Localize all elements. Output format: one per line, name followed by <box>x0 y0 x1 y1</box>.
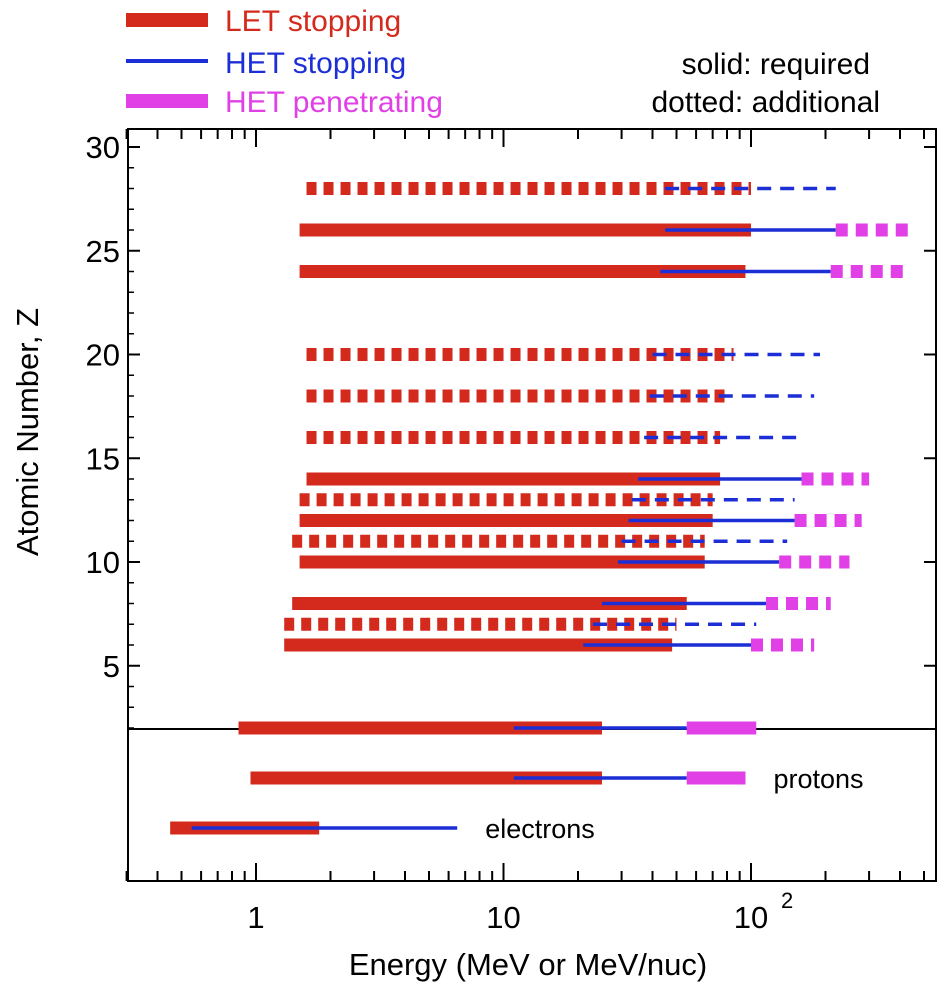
x-tick-label: 10 <box>486 900 520 935</box>
particle-label-electrons: electrons <box>485 814 595 844</box>
note-solid: solid: required <box>682 48 870 81</box>
note-dotted: dotted: additional <box>651 86 880 119</box>
legend-swatch-hetp <box>126 94 208 108</box>
y-tick-label: 25 <box>86 234 120 269</box>
y-tick-label: 30 <box>86 130 120 165</box>
y-tick-label: 10 <box>86 545 120 580</box>
y-axis-title: Atomic Number, Z <box>10 308 45 556</box>
range-bars <box>170 182 913 835</box>
x-tick-label: 1 <box>247 900 264 935</box>
x-axis-title: Energy (MeV or MeV/nuc) <box>349 947 707 982</box>
legend-label-het: HET stopping <box>225 47 406 80</box>
particle-label-protons: protons <box>773 764 863 794</box>
legend-label-let: LET stopping <box>225 5 401 38</box>
legend: LET stopping HET stopping HET penetratin… <box>126 5 443 119</box>
x-tick-label: 10 <box>734 900 768 935</box>
y-tick-label: 5 <box>103 649 120 684</box>
x-tick-label-exponent: 2 <box>781 888 793 913</box>
legend-label-hetp: HET penetrating <box>225 86 443 119</box>
plot-frame <box>127 128 937 882</box>
legend-swatch-let <box>126 13 208 27</box>
axis-ticks: 5 10 15 20 25 30 1 10 10 2 <box>86 129 936 935</box>
legend-swatch-het <box>126 59 208 63</box>
y-tick-label: 15 <box>86 441 120 476</box>
y-tick-label: 20 <box>86 338 120 373</box>
particle-labels: protons electrons <box>485 764 863 844</box>
